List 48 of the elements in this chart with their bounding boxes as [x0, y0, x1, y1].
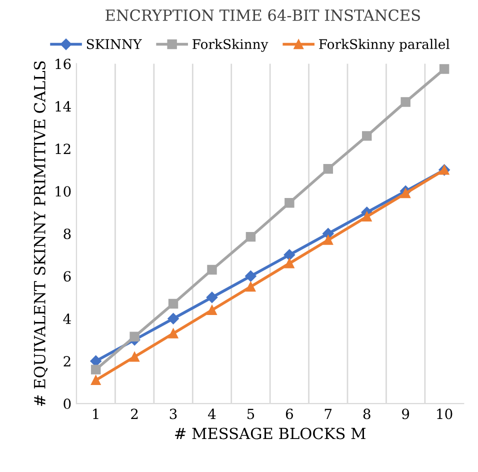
point: [90, 375, 101, 386]
point: [323, 235, 334, 245]
y-tick-label: 16: [56, 58, 71, 70]
point: [246, 282, 256, 292]
point: [362, 212, 372, 222]
x-tick-label: 9: [402, 408, 410, 420]
point: [284, 249, 296, 260]
chart-title: ENCRYPTION TIME 64-BIT INSTANCES: [106, 9, 420, 21]
point: [362, 131, 372, 141]
point: [323, 164, 334, 174]
y-tick-label: 8: [64, 228, 71, 240]
x-tick-label: 4: [208, 408, 216, 419]
y-tick-label: 10: [56, 186, 71, 197]
y-axis-title: # EQUIVALENT SKINNY PRIMITIVE CALLS: [34, 61, 48, 406]
point: [168, 328, 178, 338]
x-tick-label: 6: [286, 408, 293, 420]
point: [90, 364, 101, 374]
y-tick-label: 12: [56, 144, 70, 154]
y-tick-label: 2: [64, 356, 70, 366]
y-tick-label: 0: [64, 398, 71, 410]
legend-label: SKINNY: [86, 39, 142, 50]
point: [246, 232, 256, 242]
y-tick-label: 6: [64, 271, 71, 282]
x-tick-label: 1: [93, 408, 98, 419]
x-axis-title: # MESSAGE BLOCKS M: [175, 428, 366, 440]
x-tick-label: 10: [437, 408, 452, 420]
x-tick-label: 8: [363, 408, 370, 420]
point: [130, 352, 140, 362]
point: [400, 188, 410, 198]
y-tick-label: 4: [63, 314, 71, 324]
legend-label: ForkSkinny parallel: [319, 38, 450, 52]
legend-label: ForkSkinny: [192, 38, 268, 52]
point: [284, 258, 294, 268]
point: [168, 312, 179, 324]
point: [168, 298, 178, 309]
x-tick-label: 3: [170, 408, 177, 420]
point: [245, 270, 256, 282]
x-tick-label: 2: [131, 408, 138, 419]
point: [207, 305, 217, 315]
y-tick-label: 14: [56, 101, 71, 112]
point: [206, 292, 218, 303]
point: [207, 264, 217, 275]
point: [439, 64, 450, 74]
point: [400, 97, 410, 107]
x-tick-label: 5: [247, 408, 254, 420]
point: [130, 332, 140, 342]
x-tick-label: 7: [324, 408, 332, 419]
point: [284, 198, 294, 208]
